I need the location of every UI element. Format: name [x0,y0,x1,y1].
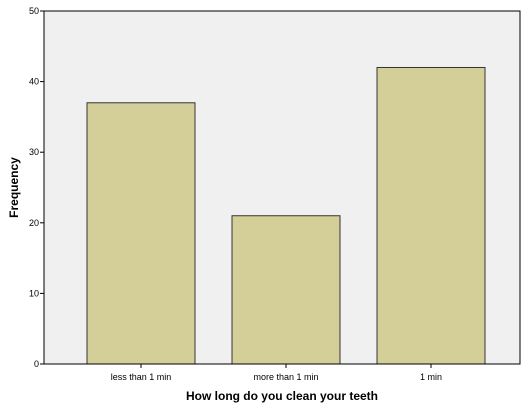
y-tick-label: 30 [29,147,39,157]
x-tick-label: 1 min [420,372,442,382]
y-tick-label: 0 [34,359,39,369]
bar [86,102,196,365]
x-tick-label: less than 1 min [111,372,172,382]
y-tick-label: 10 [29,288,39,298]
x-tick-label: more than 1 min [253,372,318,382]
bar [376,66,486,365]
y-tick-label: 20 [29,218,39,228]
bars-group [86,66,486,365]
y-axis-title: Frequency [7,157,21,218]
y-axis: 0 10 20 30 40 50 [29,6,45,369]
x-axis-title: How long do you clean your teeth [186,389,378,403]
y-tick-label: 50 [29,6,39,16]
x-axis: less than 1 min more than 1 min 1 min [44,363,520,382]
bar [231,215,341,365]
y-tick-label: 40 [29,77,39,87]
